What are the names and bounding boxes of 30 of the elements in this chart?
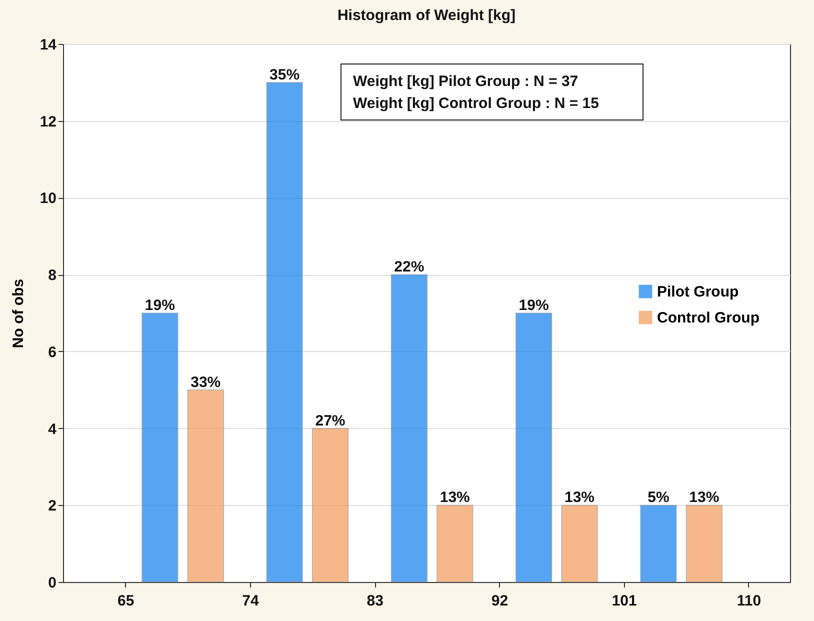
annotation: 19% [144, 297, 175, 314]
x-tick-label: 101 [612, 592, 637, 610]
annotation: 13% [564, 489, 595, 506]
x-tick-label: 110 [736, 592, 762, 610]
x-tick-label: 83 [366, 592, 384, 610]
y-tick-label: 10 [40, 190, 56, 208]
y-tick-label: 6 [48, 344, 56, 361]
y-tick-label: 4 [48, 420, 58, 438]
y-tick-label: 14 [40, 36, 58, 54]
annotation: 5% [648, 489, 670, 506]
annotation: Weight [kg] Pilot Group : N = 37 [353, 73, 578, 90]
y-axis-title: No of obs [10, 278, 27, 348]
y-tick-label: 0 [48, 574, 56, 592]
annotation: 35% [270, 66, 300, 84]
chart-title: Histogram of Weight [kg] [337, 7, 516, 24]
x-tick-label: 65 [117, 592, 134, 610]
y-tick-label: 8 [48, 267, 56, 284]
annotation: 19% [518, 297, 549, 314]
legend-label: Control Group [657, 310, 760, 326]
y-tick-label: 12 [40, 113, 56, 130]
annotation: 22% [394, 258, 424, 276]
annotation: 27% [315, 412, 346, 430]
y-tick-label: 2 [48, 498, 56, 515]
annotation: 33% [190, 374, 221, 391]
annotation: 13% [440, 489, 470, 506]
x-tick-label: 74 [242, 592, 260, 610]
annotation: Weight [kg] Control Group : N = 15 [353, 95, 599, 112]
annotation: 13% [689, 489, 720, 506]
legend-label: Pilot Group [657, 284, 739, 300]
x-tick-label: 92 [491, 592, 508, 610]
